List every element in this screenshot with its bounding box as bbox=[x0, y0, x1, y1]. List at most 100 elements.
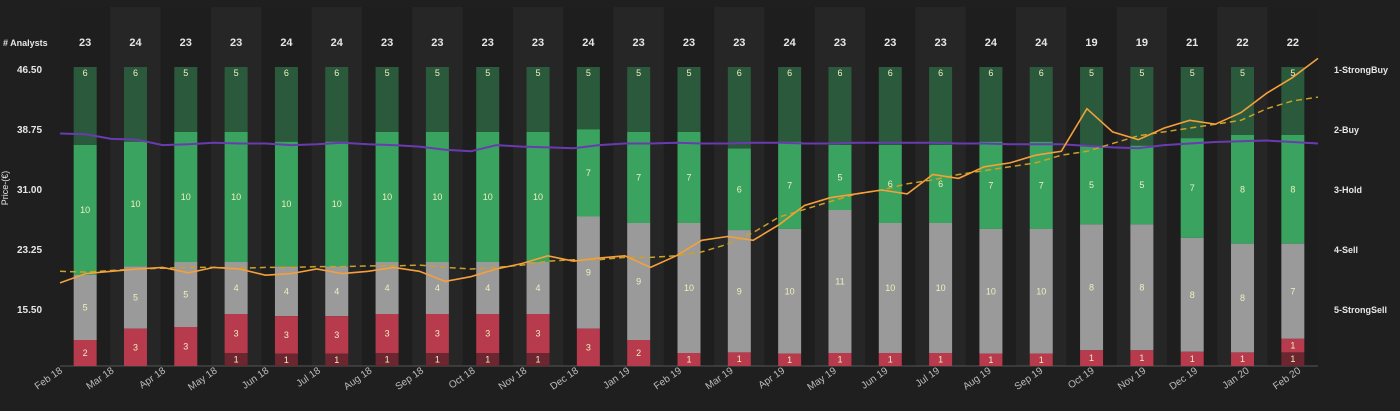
rating-label: 3-Hold bbox=[1334, 185, 1362, 195]
hold-segment bbox=[1281, 243, 1305, 339]
hold-count-label: 4 bbox=[536, 283, 541, 293]
hold-count-label: 8 bbox=[1089, 282, 1094, 292]
rating-label: 5-StrongSell bbox=[1334, 305, 1387, 315]
strong-buy-segment bbox=[778, 67, 802, 142]
buy-segment bbox=[123, 141, 147, 267]
analyst-count: 23 bbox=[482, 37, 494, 49]
hold-segment bbox=[828, 210, 852, 353]
buy-count-label: 10 bbox=[231, 192, 241, 202]
hold-segment bbox=[627, 223, 651, 340]
strong-sell-segment bbox=[526, 353, 550, 366]
hold-segment bbox=[1130, 224, 1154, 351]
strong-buy-segment bbox=[1231, 67, 1255, 135]
sell-count-label: 1 bbox=[888, 355, 893, 365]
strong-buy-segment bbox=[425, 67, 449, 132]
hold-segment bbox=[174, 262, 198, 327]
hold-segment bbox=[224, 262, 248, 314]
strong-buy-count-label: 5 bbox=[1089, 68, 1094, 78]
sell-count-label: 3 bbox=[183, 342, 188, 352]
buy-segment bbox=[627, 132, 651, 223]
sell-segment bbox=[828, 353, 852, 366]
sell-segment bbox=[425, 314, 449, 353]
strong-buy-segment bbox=[123, 67, 147, 142]
sell-count-label: 1 bbox=[1190, 354, 1195, 364]
hold-count-label: 9 bbox=[636, 277, 641, 287]
y-tick-label: 46.50 bbox=[17, 65, 42, 76]
y-tick-label: 15.50 bbox=[17, 305, 42, 316]
analysts-label: # Analysts bbox=[3, 38, 48, 48]
strong-sell-segment bbox=[425, 353, 449, 366]
strong-buy-segment bbox=[979, 67, 1003, 142]
buy-segment bbox=[979, 141, 1003, 229]
sell-count-label: 3 bbox=[586, 342, 591, 352]
sell-segment bbox=[878, 353, 902, 366]
sell-count-label: 3 bbox=[234, 329, 239, 339]
hold-segment bbox=[375, 262, 399, 314]
hold-count-label: 9 bbox=[586, 268, 591, 278]
analyst-count: 23 bbox=[180, 37, 192, 49]
strong-buy-count-label: 6 bbox=[938, 68, 943, 78]
strong-buy-count-label: 5 bbox=[636, 68, 641, 78]
hold-segment bbox=[1080, 224, 1104, 351]
strong-buy-count-label: 5 bbox=[536, 68, 541, 78]
analyst-count: 24 bbox=[129, 37, 142, 49]
rating-label: 1-StrongBuy bbox=[1334, 65, 1388, 75]
buy-segment bbox=[1281, 134, 1305, 244]
buy-count-label: 10 bbox=[332, 199, 342, 209]
rating-axis: 1-StrongBuy 2-Buy 3-Hold 4-Sell 5-StrongSell bbox=[1334, 65, 1388, 315]
sell-count-label: 1 bbox=[737, 354, 742, 364]
buy-segment bbox=[224, 132, 248, 262]
sell-count-label: 1 bbox=[1089, 353, 1094, 363]
analyst-count: 24 bbox=[280, 37, 293, 49]
analyst-count: 23 bbox=[683, 37, 695, 49]
analyst-count: 19 bbox=[1136, 37, 1148, 49]
analyst-count: 24 bbox=[331, 37, 344, 49]
buy-count-label: 6 bbox=[938, 179, 943, 189]
analyst-count: 24 bbox=[582, 37, 595, 49]
strong-sell-count-label: 1 bbox=[435, 355, 440, 365]
hold-segment bbox=[325, 266, 349, 317]
hold-segment bbox=[526, 262, 550, 314]
hold-segment bbox=[878, 223, 902, 353]
hold-count-label: 5 bbox=[133, 292, 138, 302]
sell-segment bbox=[727, 352, 751, 366]
strong-buy-segment bbox=[174, 67, 198, 132]
buy-count-label: 10 bbox=[382, 192, 392, 202]
hold-count-label: 4 bbox=[385, 283, 390, 293]
share-price-line bbox=[59, 57, 1319, 284]
sell-segment bbox=[929, 353, 953, 366]
hold-segment bbox=[476, 262, 500, 314]
buy-segment bbox=[274, 141, 298, 267]
sell-count-label: 1 bbox=[938, 355, 943, 365]
hold-count-label: 4 bbox=[234, 283, 239, 293]
sell-count-label: 1 bbox=[1039, 355, 1044, 365]
buy-segment bbox=[174, 132, 198, 262]
sell-count-label: 3 bbox=[284, 330, 289, 340]
buy-segment bbox=[1231, 134, 1255, 244]
strong-buy-segment bbox=[929, 67, 953, 145]
analyst-count: 24 bbox=[784, 37, 797, 49]
buy-count-label: 10 bbox=[281, 199, 291, 209]
buy-count-label: 7 bbox=[1190, 183, 1195, 193]
buy-segment bbox=[878, 145, 902, 223]
hold-segment bbox=[274, 266, 298, 317]
strong-buy-segment bbox=[274, 67, 298, 142]
buy-segment bbox=[73, 145, 97, 275]
strong-buy-segment bbox=[1080, 67, 1104, 146]
buy-count-label: 5 bbox=[1089, 180, 1094, 190]
sell-segment bbox=[274, 316, 298, 354]
strong-sell-count-label: 1 bbox=[1290, 354, 1295, 364]
strong-buy-count-label: 5 bbox=[1240, 68, 1245, 78]
buy-segment bbox=[576, 129, 600, 217]
analyst-count: 23 bbox=[934, 37, 946, 49]
sell-count-label: 2 bbox=[83, 348, 88, 358]
strong-sell-segment bbox=[224, 353, 248, 366]
analyst-count: 23 bbox=[230, 37, 242, 49]
sell-count-label: 1 bbox=[686, 355, 691, 365]
strong-buy-segment bbox=[1130, 67, 1154, 146]
sell-segment bbox=[476, 314, 500, 353]
analyst-count: 23 bbox=[733, 37, 745, 49]
hold-count-label: 9 bbox=[737, 286, 742, 296]
buy-segment bbox=[1130, 145, 1154, 225]
hold-count-label: 10 bbox=[936, 283, 946, 293]
